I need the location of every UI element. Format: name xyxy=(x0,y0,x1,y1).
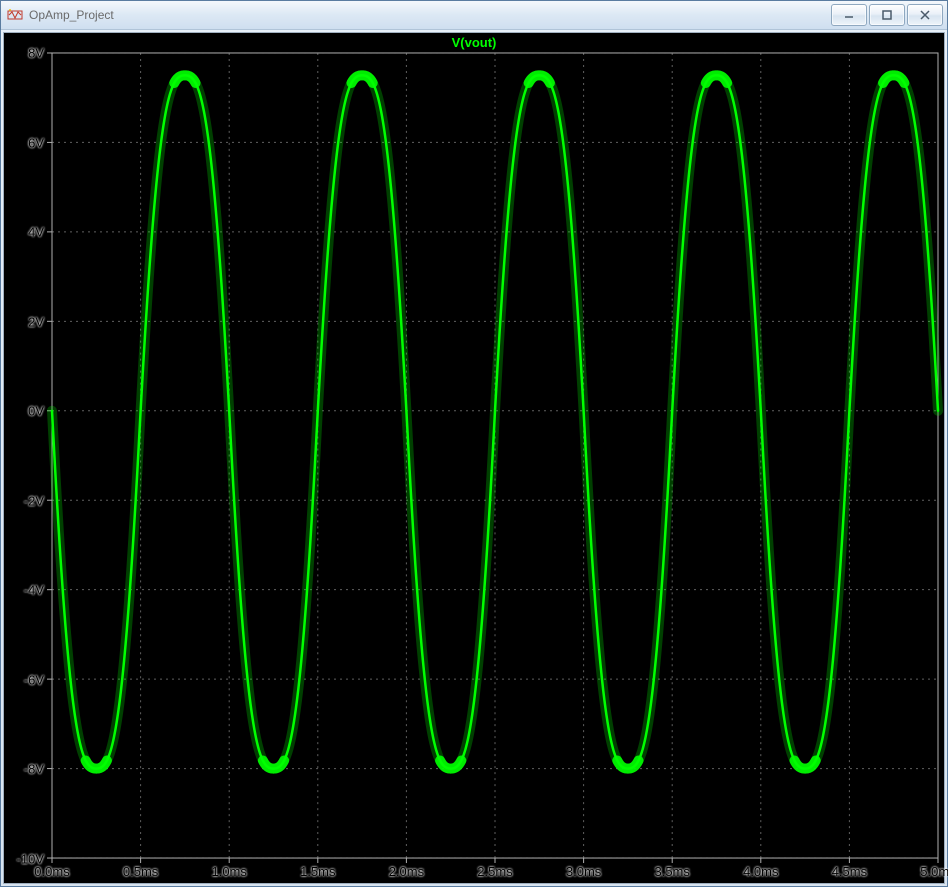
axis-tick-label: 0.0ms xyxy=(34,865,69,878)
window-title: OpAmp_Project xyxy=(29,8,831,22)
app-icon xyxy=(7,7,23,23)
axis-tick-label: 0V xyxy=(28,405,44,418)
close-button[interactable] xyxy=(907,4,943,26)
axis-tick-label: 2V xyxy=(28,315,44,328)
axis-tick-label: -8V xyxy=(24,763,44,776)
axis-tick-label: 5.0ms xyxy=(920,865,948,878)
axis-tick-label: 4.5ms xyxy=(832,865,867,878)
axis-tick-label: 3.0ms xyxy=(566,865,601,878)
titlebar[interactable]: OpAmp_Project xyxy=(1,1,947,30)
axis-tick-label: 4V xyxy=(28,226,44,239)
axis-tick-label: 3.5ms xyxy=(654,865,689,878)
waveform-plot[interactable] xyxy=(4,33,944,883)
axis-tick-label: -2V xyxy=(24,494,44,507)
window-controls xyxy=(831,4,943,26)
axis-tick-label: 0.5ms xyxy=(123,865,158,878)
axis-tick-label: 2.5ms xyxy=(477,865,512,878)
axis-tick-label: 1.0ms xyxy=(211,865,246,878)
app-window: OpAmp_Project V(vout) 8V6V4V2V0V-2V-4V-6… xyxy=(0,0,948,887)
maximize-button[interactable] xyxy=(869,4,905,26)
axis-tick-label: 8V xyxy=(28,47,44,60)
axis-tick-label: 1.5ms xyxy=(300,865,335,878)
axis-tick-label: -6V xyxy=(24,673,44,686)
axis-tick-label: -4V xyxy=(24,584,44,597)
axis-tick-label: 4.0ms xyxy=(743,865,778,878)
minimize-button[interactable] xyxy=(831,4,867,26)
plot-frame[interactable]: V(vout) 8V6V4V2V0V-2V-4V-6V-8V-10V0.0ms0… xyxy=(3,32,945,884)
axis-tick-label: 6V xyxy=(28,136,44,149)
axis-tick-label: 2.0ms xyxy=(389,865,424,878)
